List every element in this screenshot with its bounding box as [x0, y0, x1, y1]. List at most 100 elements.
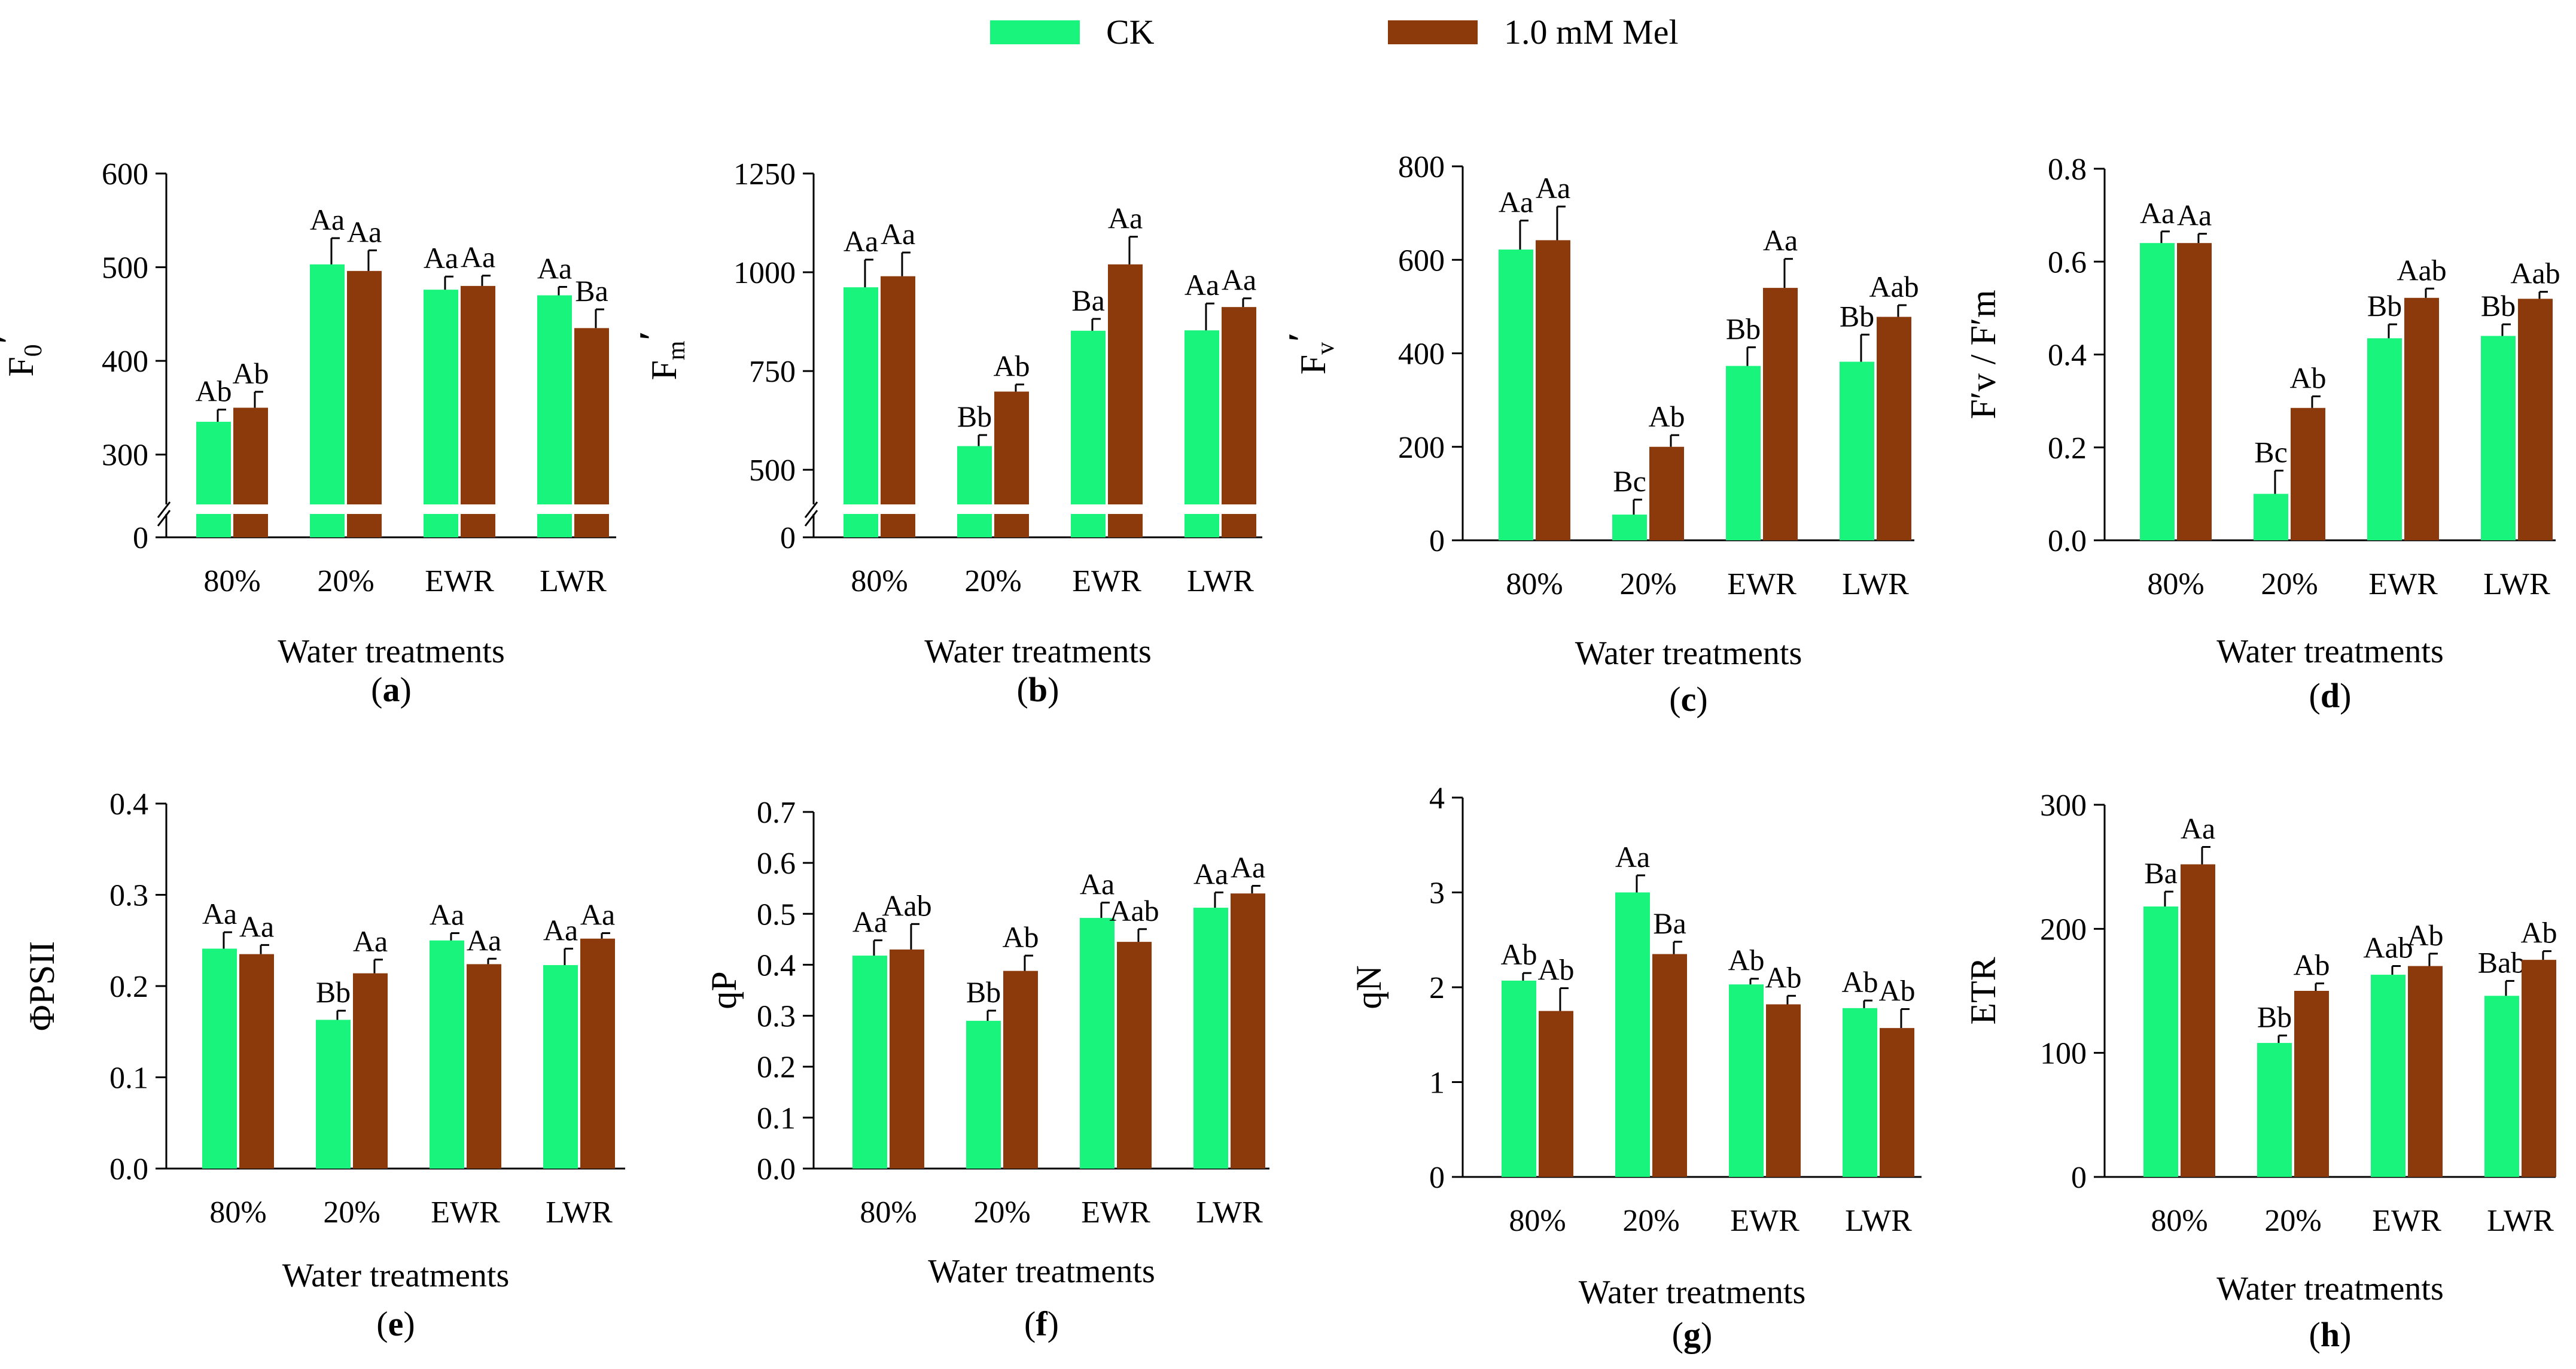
bar-ck-LWR: [2484, 996, 2519, 1177]
y-axis-title: qN: [1349, 965, 1389, 1009]
significance-label: Aa: [461, 241, 495, 274]
bar-mel-20%: [347, 270, 382, 537]
bar-mel-LWR: [2522, 960, 2556, 1177]
significance-label: Aab: [882, 889, 931, 922]
x-axis-title: Water treatments: [282, 1257, 510, 1294]
significance-label: Aa: [1615, 840, 1650, 874]
bar-ck-20%: [2257, 1043, 2292, 1177]
bar-ck-LWR: [537, 295, 572, 537]
legend-label-ck: CK: [1106, 13, 1155, 51]
x-axis-title: Water treatments: [278, 633, 505, 670]
x-tick-label: 80%: [1509, 1204, 1566, 1238]
significance-label: Aa: [543, 913, 578, 947]
bar-ck-EWR: [430, 940, 464, 1169]
significance-label: Aa: [2181, 811, 2215, 845]
y-tick-label: 600: [102, 157, 148, 191]
bar-mel-EWR: [461, 285, 495, 537]
significance-label: Aa: [1536, 171, 1570, 205]
significance-label: Aa: [1231, 850, 1265, 884]
bar-mel-EWR: [1763, 288, 1798, 540]
significance-label: Ab: [2520, 916, 2557, 950]
bar-ck-LWR: [1843, 1008, 1877, 1177]
x-tick-label: 80%: [203, 564, 260, 598]
x-tick-label: 80%: [209, 1195, 266, 1230]
y-tick-label: 0.0: [757, 1152, 796, 1187]
significance-label: Ab: [1002, 920, 1039, 954]
significance-label: Ab: [1765, 960, 1801, 994]
y-tick-label: 0.6: [2048, 245, 2087, 279]
significance-label: Bab: [2478, 945, 2526, 979]
panel-label: (f): [1024, 1304, 1059, 1343]
x-tick-label: EWR: [1730, 1204, 1799, 1238]
significance-label: Ab: [1841, 965, 1878, 999]
significance-label: Aa: [881, 217, 915, 251]
bar-mel-20%: [1652, 954, 1687, 1177]
y-tick-label: 3: [1429, 877, 1445, 911]
bar-mel-LWR: [1231, 893, 1265, 1169]
x-tick-label: 80%: [851, 564, 908, 598]
x-tick-label: EWR: [2372, 1204, 2441, 1238]
bar-mel-20%: [2291, 407, 2325, 540]
significance-label: Bb: [316, 975, 351, 1009]
bar-mel-EWR: [467, 964, 501, 1169]
y-tick-label: 1: [1429, 1066, 1445, 1100]
bar-mel-80%: [881, 276, 915, 537]
y-axis-title: Fm′: [632, 331, 690, 381]
significance-label: Bb: [957, 400, 992, 433]
bar-ck-EWR: [1080, 918, 1115, 1169]
y-tick-label: 200: [1398, 431, 1445, 465]
bar-ck-LWR: [1840, 361, 1874, 540]
x-tick-label: EWR: [425, 564, 494, 598]
bar-mel-20%: [994, 391, 1029, 537]
panel-label: (g): [1672, 1315, 1713, 1354]
y-tick-label: 0.5: [757, 898, 796, 932]
significance-label: Aa: [2177, 199, 2212, 232]
significance-label: Aa: [1499, 185, 1533, 219]
x-tick-label: LWR: [546, 1195, 613, 1230]
y-tick-label: 2: [1429, 971, 1445, 1005]
x-tick-label: 80%: [2147, 567, 2204, 601]
significance-label: Aab: [2510, 257, 2560, 290]
y-tick-label: 1000: [733, 256, 796, 290]
significance-label: Aa: [1763, 224, 1798, 257]
y-tick-label: 0: [2071, 1161, 2087, 1195]
significance-label: Ab: [1878, 973, 1915, 1007]
bar-ck-20%: [2254, 494, 2288, 540]
panel-label: (e): [376, 1304, 415, 1343]
bar-mel-80%: [1536, 240, 1570, 540]
bar-mel-80%: [890, 949, 924, 1169]
x-tick-label: 80%: [860, 1195, 916, 1230]
bar-ck-EWR: [1729, 984, 1764, 1177]
bar-mel-LWR: [1880, 1028, 1914, 1177]
x-tick-label: 20%: [317, 564, 374, 598]
significance-label: Ba: [2144, 856, 2178, 890]
y-tick-label: 0.1: [109, 1061, 148, 1096]
axis-break-slash: [804, 510, 818, 527]
panel-label: (a): [371, 670, 412, 709]
y-tick-label: 100: [2040, 1037, 2087, 1071]
y-tick-label: 0.3: [757, 1000, 796, 1034]
legend-item-mel: 1.0 mM Mel: [1388, 12, 1679, 52]
x-tick-label: LWR: [2483, 567, 2550, 601]
y-tick-label: 1250: [733, 157, 796, 191]
significance-label: Aa: [1193, 857, 1228, 891]
bar-mel-EWR: [1108, 264, 1143, 537]
y-tick-label: 500: [102, 251, 148, 285]
x-axis-title: Water treatments: [2216, 633, 2444, 670]
bar-ck-EWR: [2367, 338, 2402, 540]
bar-ck-EWR: [2371, 975, 2406, 1177]
significance-label: Aa: [1222, 263, 1256, 297]
significance-label: Aa: [202, 897, 237, 930]
significance-label: Ab: [1728, 944, 1764, 977]
x-tick-label: EWR: [431, 1195, 500, 1230]
y-tick-label: 4: [1429, 781, 1445, 816]
bar-ck-20%: [957, 446, 992, 537]
significance-label: Ab: [1500, 938, 1537, 971]
bar-ck-20%: [1612, 515, 1647, 540]
y-tick-label: 600: [1398, 244, 1445, 278]
y-tick-label: 0.6: [757, 847, 796, 881]
significance-label: Aa: [239, 909, 274, 943]
bar-mel-EWR: [1117, 942, 1152, 1169]
bar-mel-20%: [1649, 446, 1684, 540]
